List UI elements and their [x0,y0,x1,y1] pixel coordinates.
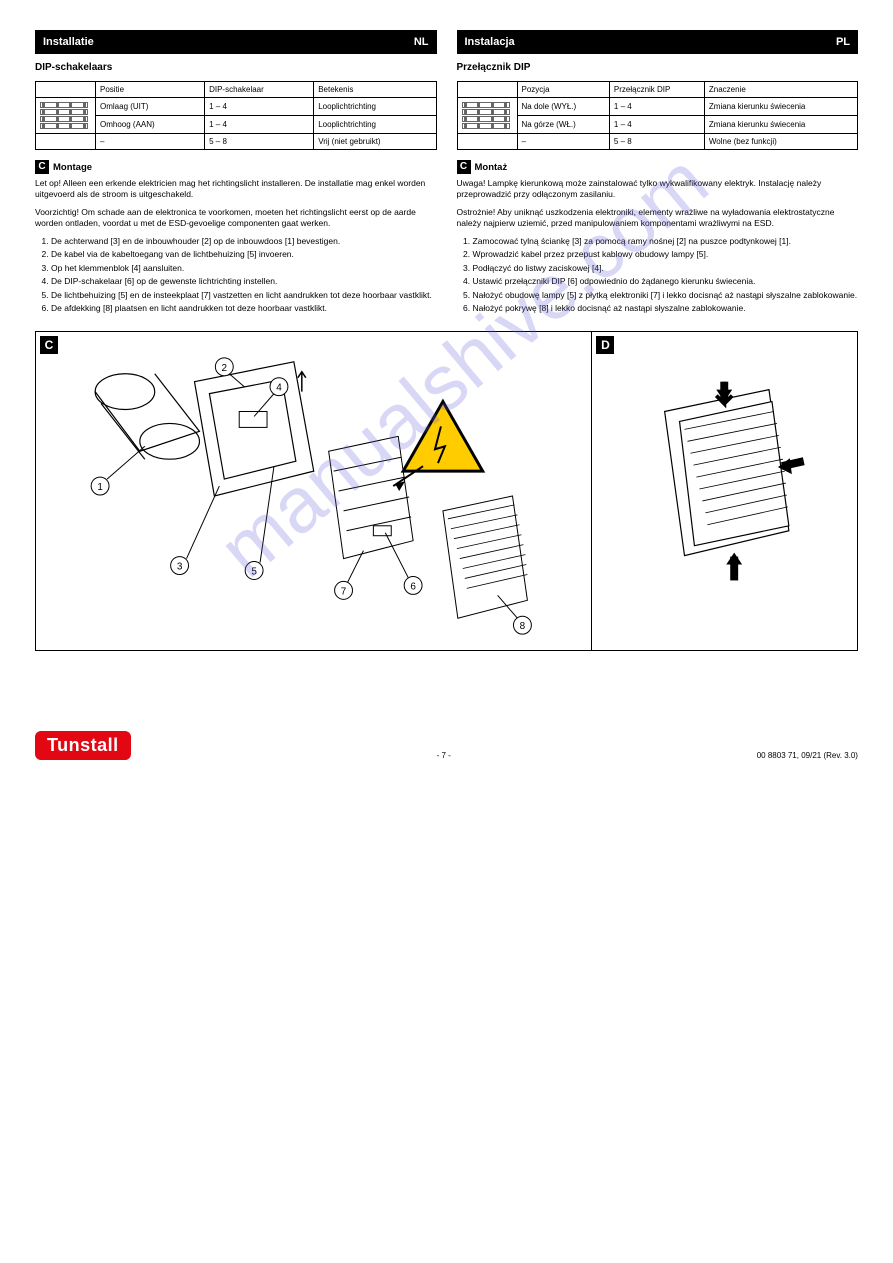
step-letter-nl: C [35,160,49,174]
dip-icon-nl [36,98,96,134]
cell: Looplichtrichting [314,116,436,134]
figure-panel: C [35,331,858,651]
cell-empty [36,134,96,150]
figure-c: C [36,332,592,650]
section-header-pl: Instalacja PL [457,30,859,54]
th-img [457,82,517,98]
step-item: Podłączyć do listwy zaciskowej [4]. [473,263,859,274]
dip-icon-pl [457,98,517,134]
cell: 1 – 4 [205,98,314,116]
subtitle-nl: DIP-schakelaars [35,62,437,73]
step-item: Nałożyć pokrywę [8] i lekko docisnąć aż … [473,303,859,314]
step-item: De afdekking [8] plaatsen en licht aandr… [51,303,437,314]
dip-table-pl: Pozycja Przełącznik DIP Znaczenie Na dol… [457,81,859,150]
step-heading-nl: C Montage [35,160,437,174]
cell: 5 – 8 [609,134,704,150]
column-nl: Installatie NL DIP-schakelaars Positie D… [35,30,437,317]
dip-table-nl: Positie DIP-schakelaar Betekenis Omlaag … [35,81,437,150]
intro-pl: Uwaga! Lampkę kierunkową może zainstalow… [457,178,859,201]
caution-nl: Voorzichtig! Om schade aan de elektronic… [35,207,437,230]
steps-pl: Zamocować tylną ściankę [3] za pomocą ra… [473,236,859,315]
cell: Zmiana kierunku świecenia [704,98,857,116]
svg-text:2: 2 [222,362,228,373]
figure-d: D [592,332,857,650]
subtitle-pl: Przełącznik DIP [457,62,859,73]
header-lang: PL [836,36,850,48]
step-title-nl: Montage [53,162,92,173]
th-mean: Betekenis [314,82,436,98]
th-pos: Positie [96,82,205,98]
caution-pl: Ostrożnie! Aby uniknąć uszkodzenia elekt… [457,207,859,230]
svg-text:3: 3 [177,561,183,572]
section-header-nl: Installatie NL [35,30,437,54]
step-item: Zamocować tylną ściankę [3] za pomocą ra… [473,236,859,247]
step-item: De lichtbehuizing [5] en de insteekplaat… [51,290,437,301]
cell: – [96,134,205,150]
tunstall-logo: Tunstall [35,731,131,760]
cell: 1 – 4 [609,116,704,134]
cell: Na górze (WŁ.) [517,116,609,134]
cell: Na dole (WYŁ.) [517,98,609,116]
step-title-pl: Montaż [475,162,508,173]
svg-text:1: 1 [97,482,103,493]
cell: – [517,134,609,150]
cell: Vrij (niet gebruikt) [314,134,436,150]
header-title: Instalacja [465,36,515,48]
header-lang: NL [414,36,429,48]
svg-text:4: 4 [276,382,282,393]
cell: Omlaag (UIT) [96,98,205,116]
intro-nl: Let op! Alleen een erkende elektricien m… [35,178,437,201]
th-mean: Znaczenie [704,82,857,98]
step-item: De kabel via de kabeltoegang van de lich… [51,249,437,260]
th-dip: Przełącznik DIP [609,82,704,98]
cover-snap-diagram [592,332,857,650]
cell: 1 – 4 [609,98,704,116]
esd-warning-icon [403,401,483,471]
svg-text:7: 7 [341,586,347,597]
step-item: Wprowadzić kabel przez przepust kablowy … [473,249,859,260]
step-item: Op het klemmenblok [4] aansluiten. [51,263,437,274]
step-heading-pl: C Montaż [457,160,859,174]
th-pos: Pozycja [517,82,609,98]
svg-text:6: 6 [410,581,416,592]
step-letter-pl: C [457,160,471,174]
header-title: Installatie [43,36,94,48]
step-item: De achterwand [3] en de inbouwhouder [2]… [51,236,437,247]
th-img [36,82,96,98]
step-item: Ustawić przełączniki DIP [6] odpowiednio… [473,276,859,287]
assembly-diagram: 1 2 3 4 5 6 7 8 [36,332,591,650]
step-item: Nałożyć obudowę lampy [5] z płytką elekt… [473,290,859,301]
cell: Looplichtrichting [314,98,436,116]
page-number: - 7 - [437,751,451,760]
cell: 1 – 4 [205,116,314,134]
cell-empty [457,134,517,150]
cell: 5 – 8 [205,134,314,150]
doc-id: 00 8803 71, 09/21 (Rev. 3.0) [757,751,858,760]
step-item: De DIP-schakelaar [6] op de gewenste lic… [51,276,437,287]
cell: Wolne (bez funkcji) [704,134,857,150]
cell: Zmiana kierunku świecenia [704,116,857,134]
column-pl: Instalacja PL Przełącznik DIP Pozycja Pr… [457,30,859,317]
steps-nl: De achterwand [3] en de inbouwhouder [2]… [51,236,437,315]
th-dip: DIP-schakelaar [205,82,314,98]
svg-text:5: 5 [251,566,257,577]
page-footer: Tunstall - 7 - 00 8803 71, 09/21 (Rev. 3… [35,731,858,760]
two-column-layout: Installatie NL DIP-schakelaars Positie D… [35,30,858,317]
svg-text:8: 8 [520,621,526,632]
cell: Omhoog (AAN) [96,116,205,134]
